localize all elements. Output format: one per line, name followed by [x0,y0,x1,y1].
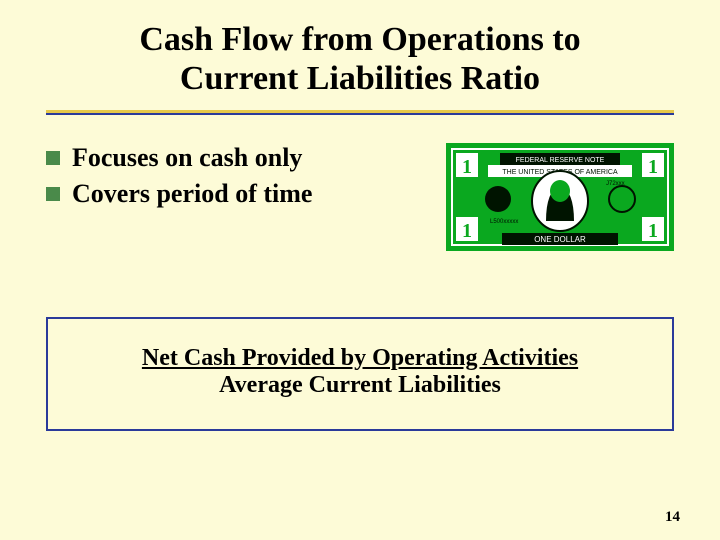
svg-text:1: 1 [648,220,658,242]
bullet-text: Focuses on cash only [72,143,302,173]
formula-numerator: Net Cash Provided by Operating Activitie… [58,345,662,372]
bill-bottom-label: ONE DOLLAR [534,235,586,244]
svg-text:J72xxx: J72xxx [606,181,625,187]
content-row: Focuses on cash only Covers period of ti… [0,115,720,251]
formula-box: Net Cash Provided by Operating Activitie… [46,317,674,431]
bullet-marker-icon [46,187,60,201]
bullet-text: Covers period of time [72,179,312,209]
formula-denominator: Average Current Liabilities [58,372,662,399]
slide-title: Cash Flow from Operations to Current Lia… [0,0,720,98]
bullet-item: Covers period of time [46,179,426,209]
title-line-2: Current Liabilities Ratio [180,60,540,97]
bill-top-label: FEDERAL RESERVE NOTE [516,157,605,164]
page-number: 14 [665,509,680,526]
divider-bottom-line [46,113,674,115]
bullet-item: Focuses on cash only [46,143,426,173]
bullet-list: Focuses on cash only Covers period of ti… [46,143,426,215]
dollar-bill-icon: FEDERAL RESERVE NOTE THE UNITED STATES O… [446,143,674,251]
title-line-1: Cash Flow from Operations to [139,21,580,58]
bullet-marker-icon [46,151,60,165]
svg-text:1: 1 [648,156,658,178]
svg-text:1: 1 [462,220,472,242]
title-divider [46,110,674,115]
svg-text:L500xxxxx: L500xxxxx [490,219,518,225]
svg-text:1: 1 [462,156,472,178]
